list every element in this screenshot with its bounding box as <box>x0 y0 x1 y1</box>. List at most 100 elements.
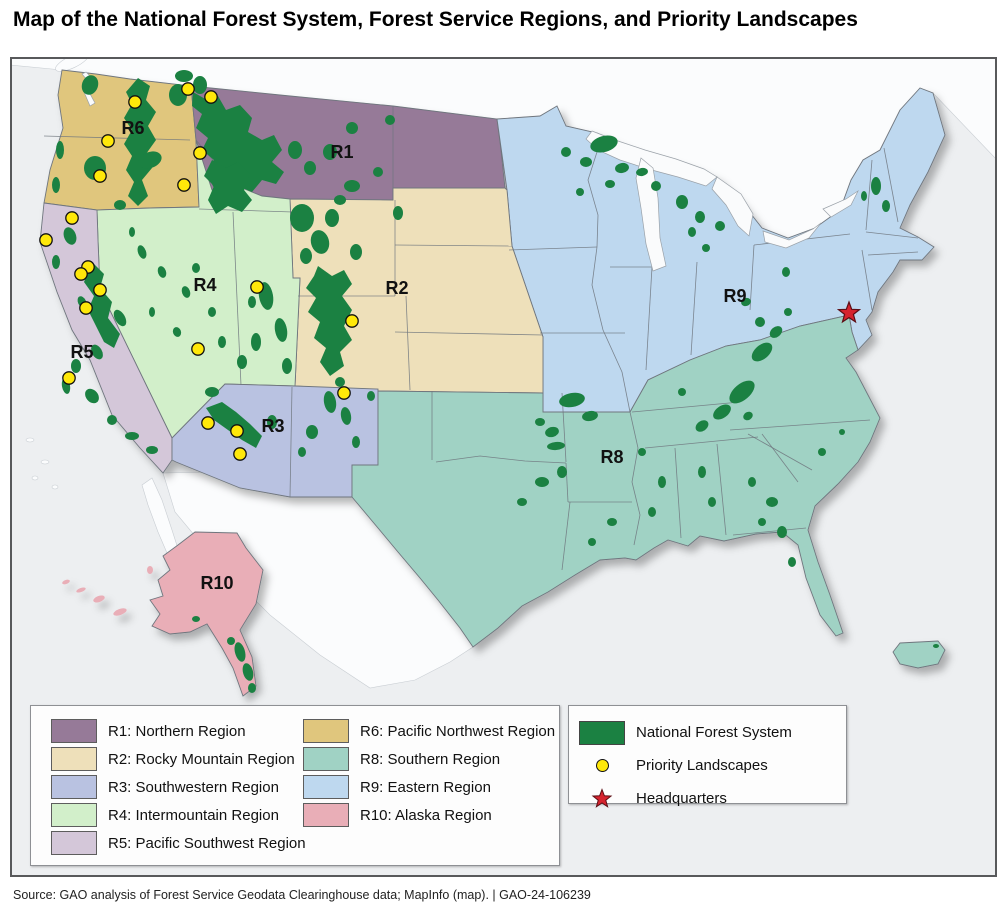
state-line <box>587 151 599 248</box>
forest-patch <box>193 76 207 94</box>
forest-patch <box>367 391 375 401</box>
region-r8-southern <box>351 314 881 648</box>
state-line <box>761 433 799 483</box>
legend-swatch-r2 <box>51 747 97 771</box>
state-line <box>394 331 544 336</box>
legend-row-r8: R8: Southern Region <box>303 746 555 772</box>
forest-patch <box>818 448 826 456</box>
map-panel: R1 R2 R3 R4 R5 R6 R8 R9 R10 R1: Northern Region R… <box>10 57 997 877</box>
legend-row-r10: R10: Alaska Region <box>303 802 555 828</box>
forest-patch <box>755 317 765 327</box>
legend-label: R3: Southwestern Region <box>108 778 279 796</box>
forest-patch <box>882 200 890 212</box>
state-line <box>43 135 191 141</box>
us-regions-map: R1 R2 R3 R4 R5 R6 R8 R9 R10 <box>12 59 995 697</box>
forest-patch <box>346 122 358 134</box>
forest-patch <box>648 507 656 517</box>
forest-patch <box>56 141 64 159</box>
legend-label: R8: Southern Region <box>360 750 501 768</box>
state-line <box>867 251 919 256</box>
forest-patch <box>784 308 792 316</box>
state-line <box>732 527 807 536</box>
legend-row-r3: R3: Southwestern Region <box>51 774 306 800</box>
forest-patch <box>651 181 661 191</box>
national-forest-patches <box>52 70 939 693</box>
figure-title: Map of the National Forest System, Fores… <box>13 8 858 31</box>
state-line <box>729 419 871 431</box>
forest-patch <box>385 115 395 125</box>
forest-patch <box>323 391 337 413</box>
forest-patch <box>172 327 182 337</box>
forest-patch <box>702 244 710 252</box>
forest-patch <box>81 75 99 95</box>
forest-patch <box>708 497 716 507</box>
forest-patch <box>638 448 646 456</box>
legend-label: Priority Landscapes <box>636 757 768 774</box>
forest-patch <box>237 355 247 369</box>
forest-patch <box>91 344 103 360</box>
legend-label: R5: Pacific Southwest Region <box>108 834 306 852</box>
forest-patch <box>715 221 725 231</box>
forest-patch <box>298 447 306 457</box>
forest-patch <box>248 683 256 693</box>
region-label-r3: R3 <box>261 416 284 436</box>
priority-landscape-dot <box>233 447 247 461</box>
state-line <box>435 455 567 464</box>
forest-patch <box>393 206 403 220</box>
forest-patch <box>52 177 60 193</box>
priority-landscape-dot <box>65 211 79 225</box>
state-line <box>561 501 571 571</box>
forest-patch <box>267 415 277 429</box>
headquarters-star-icon <box>591 787 613 808</box>
forest-patch <box>547 441 565 451</box>
priority-landscape-dot <box>191 342 205 356</box>
forest-patch <box>576 188 584 196</box>
aleutian-islands <box>62 566 153 616</box>
forest-patch <box>582 410 598 422</box>
legend-row-headquarters: Headquarters <box>579 783 792 814</box>
legend-label: R4: Intermountain Region <box>108 806 279 824</box>
priority-landscape-dot <box>181 82 195 96</box>
legend-label: R2: Rocky Mountain Region <box>108 750 295 768</box>
priority-landscape-icon <box>595 759 609 772</box>
forest-patch <box>52 255 60 269</box>
puerto-rico <box>892 640 946 669</box>
forest-patch <box>251 333 261 351</box>
forest-patch <box>766 497 778 507</box>
region-label-r5: R5 <box>70 342 93 362</box>
forest-patch <box>839 429 845 435</box>
forest-patch <box>310 230 330 254</box>
forest-patch <box>304 161 316 175</box>
forest-patch <box>352 436 360 448</box>
region-label-r6: R6 <box>121 118 144 138</box>
forest-patch <box>192 616 200 622</box>
legend-swatch-r8 <box>303 747 349 771</box>
legend-label: R10: Alaska Region <box>360 806 492 824</box>
forest-patch <box>138 151 162 169</box>
forest-patch <box>63 227 77 245</box>
region-legend: R1: Northern Region R2: Rocky Mountain Re… <box>30 705 560 866</box>
forest-patch <box>676 195 688 209</box>
forest-patch <box>713 404 731 420</box>
legend-swatch-r6 <box>303 719 349 743</box>
forest-patch <box>300 248 312 264</box>
forest-patch <box>373 167 383 177</box>
region-label-r2: R2 <box>385 278 408 298</box>
forest-patch <box>678 388 686 396</box>
legend-label: R1: Northern Region <box>108 722 246 740</box>
forest-patch <box>615 162 629 174</box>
forest-patch <box>125 432 139 440</box>
forest-patch <box>288 141 302 159</box>
forest-patch <box>175 70 193 82</box>
forest-patch <box>334 195 346 205</box>
forest-patch <box>729 380 755 404</box>
forest-patch <box>559 392 585 408</box>
forest-patch <box>242 663 254 681</box>
forest-patch <box>580 157 592 167</box>
legend-row-r2: R2: Rocky Mountain Region <box>51 746 306 772</box>
legend-row-r9: R9: Eastern Region <box>303 774 555 800</box>
region-label-r9: R9 <box>723 286 746 306</box>
forest-patch <box>181 286 191 298</box>
forest-patch <box>205 387 219 397</box>
forest-patch <box>658 476 666 488</box>
